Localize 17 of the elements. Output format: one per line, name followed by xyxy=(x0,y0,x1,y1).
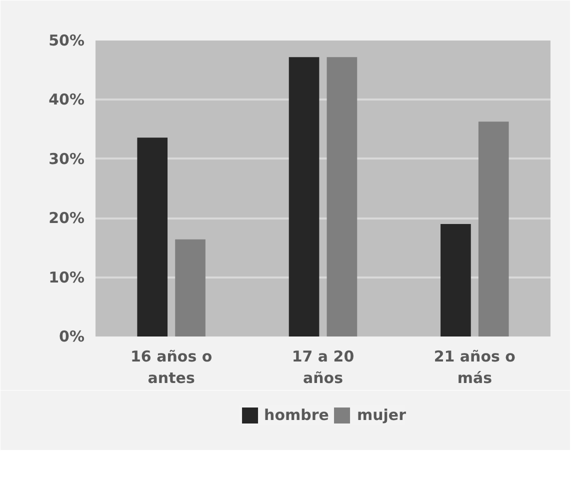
x-tick-label: 21 años o más xyxy=(434,348,516,388)
legend-label: hombre xyxy=(264,406,329,424)
x-tick-label: 17 a 20 años xyxy=(292,348,354,388)
y-tick-label: 50% xyxy=(48,32,85,50)
y-tick-label: 10% xyxy=(48,268,85,286)
bar xyxy=(440,224,471,336)
y-tick-label: 30% xyxy=(48,150,85,168)
bar xyxy=(288,57,320,336)
y-tick-label: 40% xyxy=(48,90,85,109)
bar xyxy=(478,122,509,336)
x-tick-label: 16 años o antes xyxy=(130,348,212,388)
legend-label: mujer xyxy=(356,406,406,424)
bar xyxy=(175,239,206,336)
y-tick-label: 20% xyxy=(48,209,85,228)
bar xyxy=(137,138,168,336)
y-tick-label: 0% xyxy=(59,328,84,346)
bar xyxy=(326,57,358,336)
